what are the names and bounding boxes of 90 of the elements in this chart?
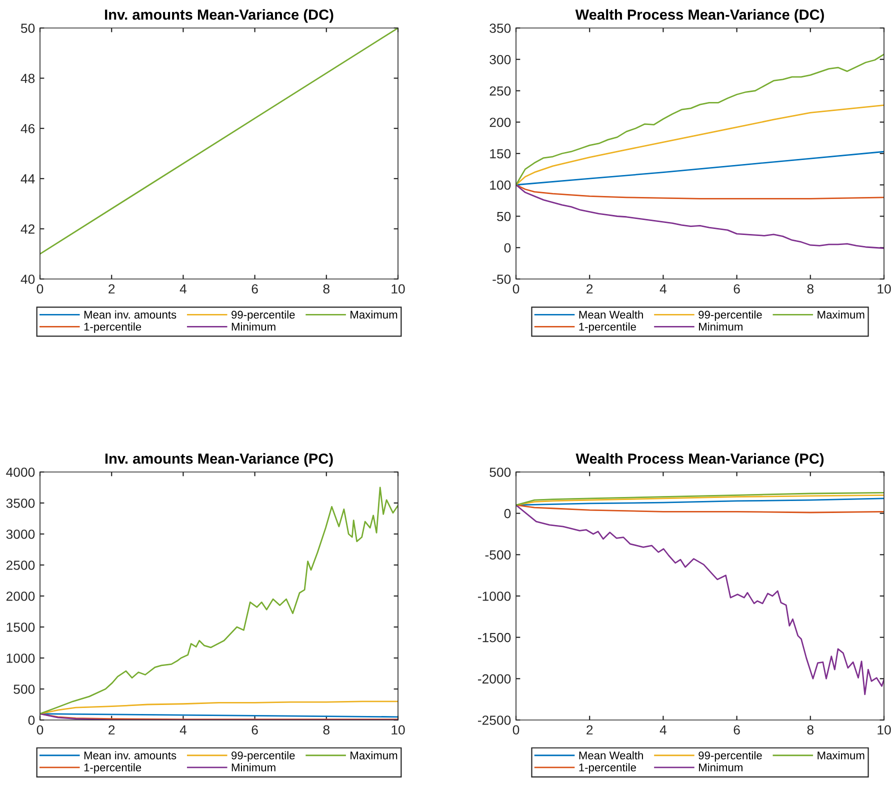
x-tick-label: 8 bbox=[323, 725, 330, 735]
legend-label: Minimum bbox=[699, 322, 742, 331]
y-tick-label: -1500 bbox=[478, 632, 511, 642]
x-tick-label: 10 bbox=[878, 725, 891, 735]
line-series bbox=[516, 184, 884, 200]
y-tick-label: 500 bbox=[14, 684, 35, 694]
x-tick-label: 6 bbox=[252, 725, 258, 735]
x-tick-label: 0 bbox=[512, 725, 520, 735]
x-tick-label: 8 bbox=[323, 284, 330, 294]
x-tick-label: 4 bbox=[660, 725, 666, 734]
x-tick-label: 0 bbox=[36, 284, 44, 294]
legend-label: Mean inv. amounts bbox=[84, 310, 176, 319]
y-tick-label: 40 bbox=[20, 274, 35, 284]
legend-label: Mean inv. amounts bbox=[84, 751, 176, 760]
chart-title: Wealth Process Mean-Variance (DC) bbox=[575, 9, 824, 23]
x-tick-label: 4 bbox=[660, 284, 666, 294]
legend-label: Maximum bbox=[350, 751, 398, 760]
x-tick-label: 0 bbox=[512, 284, 520, 294]
legend-label: 99-percentile bbox=[698, 751, 762, 762]
y-tick-label: 0 bbox=[28, 716, 35, 725]
y-tick-label: 2000 bbox=[6, 592, 35, 601]
x-tick-label: 8 bbox=[807, 284, 814, 294]
x-tick-label: 6 bbox=[734, 284, 740, 294]
legend-label: Minimum bbox=[232, 322, 276, 331]
legend-label: 1-percentile bbox=[579, 322, 636, 333]
legend-label: 1-percentile bbox=[84, 322, 142, 333]
y-tick-label: 3000 bbox=[6, 530, 35, 539]
y-tick-label: 50 bbox=[496, 212, 511, 222]
y-tick-label: 4000 bbox=[6, 468, 35, 477]
x-tick-label: 6 bbox=[734, 725, 740, 735]
legend-label: 99-percentile bbox=[698, 310, 762, 321]
y-tick-label: 46 bbox=[20, 124, 35, 134]
y-tick-label: -50 bbox=[492, 274, 511, 284]
legend-label: 99-percentile bbox=[232, 751, 295, 762]
chart-title: Inv. amounts Mean-Variance (DC) bbox=[105, 9, 334, 23]
legend-label: 99-percentile bbox=[232, 310, 295, 321]
y-tick-label: 48 bbox=[20, 74, 35, 84]
x-tick-label: 10 bbox=[392, 725, 405, 735]
x-tick-label: 4 bbox=[180, 725, 186, 734]
legend-label: 1-percentile bbox=[84, 763, 142, 774]
y-tick-label: 500 bbox=[490, 468, 511, 477]
legend-label: Mean Wealth bbox=[579, 751, 643, 760]
x-tick-label: 6 bbox=[252, 284, 258, 294]
y-tick-label: -2000 bbox=[478, 674, 511, 684]
y-tick-label: 250 bbox=[490, 86, 511, 96]
chart-title: Inv. amounts Mean-Variance (PC) bbox=[105, 453, 333, 467]
legend-label: Mean Wealth bbox=[579, 310, 643, 319]
chart-title: Wealth Process Mean-Variance (PC) bbox=[576, 453, 824, 467]
x-tick-label: 10 bbox=[878, 284, 891, 294]
line-series bbox=[516, 184, 884, 249]
y-tick-label: 100 bbox=[490, 180, 511, 190]
x-tick-label: 0 bbox=[36, 725, 44, 735]
line-series bbox=[40, 700, 398, 714]
legend-label: 1-percentile bbox=[579, 763, 636, 774]
line-series bbox=[516, 150, 884, 186]
y-tick-label: 150 bbox=[490, 149, 511, 158]
y-tick-label: 1000 bbox=[6, 654, 35, 663]
line-series bbox=[516, 104, 884, 186]
legend-label: Minimum bbox=[699, 763, 742, 772]
line-series bbox=[516, 54, 884, 186]
y-tick-label: -2500 bbox=[478, 716, 511, 725]
x-tick-label: 2 bbox=[108, 725, 115, 734]
y-tick-label: 1500 bbox=[6, 622, 35, 632]
y-tick-label: 350 bbox=[490, 24, 511, 33]
x-tick-label: 2 bbox=[586, 725, 593, 734]
x-tick-label: 2 bbox=[108, 284, 115, 294]
line-series bbox=[516, 492, 884, 506]
y-tick-label: 0 bbox=[504, 243, 511, 253]
y-tick-label: 3500 bbox=[6, 498, 35, 508]
legend-label: Maximum bbox=[350, 310, 398, 319]
y-tick-label: -500 bbox=[485, 550, 511, 560]
y-tick-label: 200 bbox=[490, 118, 511, 128]
y-tick-label: 42 bbox=[20, 224, 34, 234]
legend-label: Maximum bbox=[818, 310, 864, 319]
legend-label: Maximum bbox=[818, 751, 864, 760]
line-series bbox=[40, 486, 398, 714]
y-tick-label: 50 bbox=[20, 24, 35, 33]
y-tick-label: 2500 bbox=[6, 560, 35, 570]
x-tick-label: 4 bbox=[180, 284, 186, 294]
x-tick-label: 8 bbox=[807, 725, 814, 735]
legend-label: Minimum bbox=[232, 763, 276, 772]
x-tick-label: 10 bbox=[392, 284, 405, 294]
y-tick-label: 0 bbox=[504, 508, 511, 518]
y-tick-label: 300 bbox=[490, 54, 511, 64]
line-series bbox=[516, 504, 884, 514]
y-tick-label: -1000 bbox=[478, 592, 511, 601]
line-series bbox=[516, 504, 884, 696]
x-tick-label: 2 bbox=[586, 284, 593, 294]
y-tick-label: 44 bbox=[20, 174, 35, 184]
line-series bbox=[516, 494, 884, 506]
